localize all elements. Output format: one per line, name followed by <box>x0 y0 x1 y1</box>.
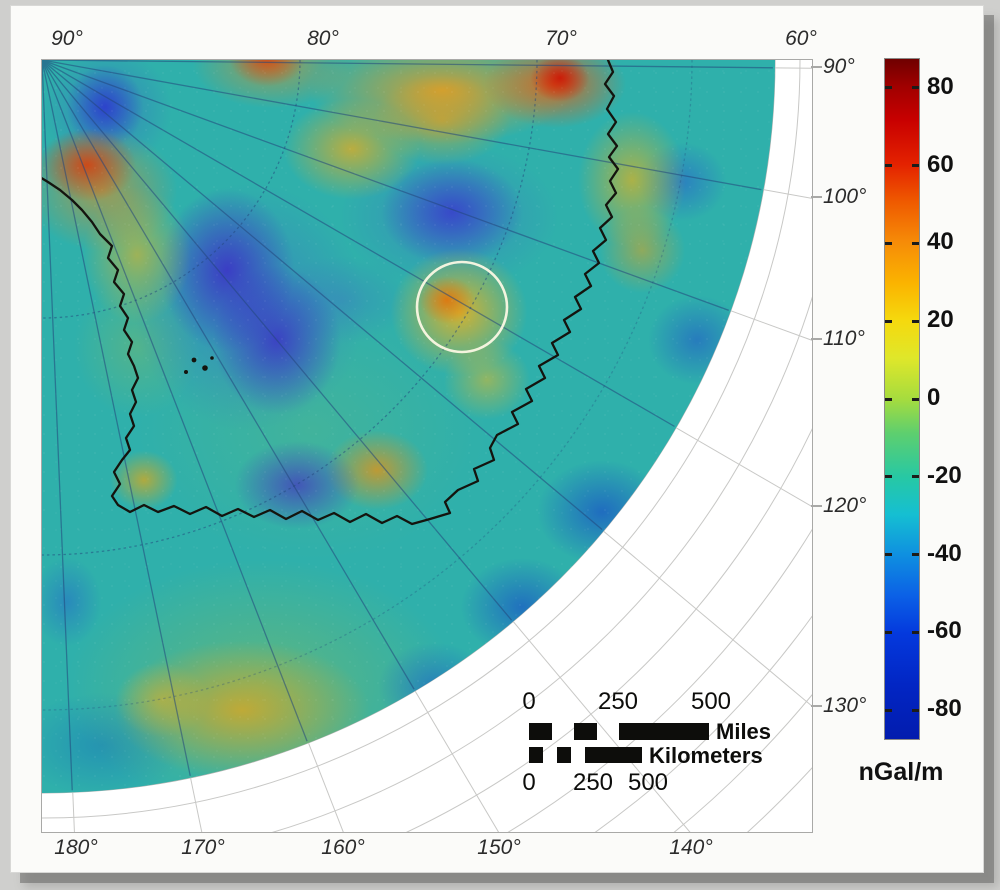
graticule-label-top: 60° <box>785 27 817 50</box>
colorbar-tick <box>885 475 892 479</box>
colorbar-tick <box>912 164 919 168</box>
colorbar-tick <box>885 708 892 712</box>
kilometers-label: Kilometers <box>649 743 763 768</box>
miles-tick-number: 250 <box>597 688 639 715</box>
graticule-tick <box>811 505 822 507</box>
graticule-tick <box>811 66 822 68</box>
graticule-label-bottom: 170° <box>181 836 225 859</box>
colorbar-tick-label: -20 <box>927 461 962 489</box>
colorbar-tick <box>885 241 892 245</box>
colorbar-tick <box>885 86 892 90</box>
colorbar-tick-label: -80 <box>927 695 962 723</box>
colorbar-tick <box>885 553 892 557</box>
km-bar-segment <box>529 747 543 763</box>
colorbar-tick <box>912 241 919 245</box>
scale-bar: 0 250 500 Miles Kilometers 0 250 500 <box>516 687 826 807</box>
graticule-label-top: 80° <box>307 27 339 50</box>
colorbar-tick-label: 0 <box>927 384 941 411</box>
graticule-tick <box>811 705 822 707</box>
map-canvas <box>41 59 813 833</box>
graticule-label-right: 100° <box>823 185 867 208</box>
colorbar-tick-label: -60 <box>927 617 962 645</box>
graticule-overlay <box>42 60 773 791</box>
colorbar-tick <box>885 319 892 323</box>
colorbar-tick-label: 20 <box>927 306 954 334</box>
miles-bar-segment <box>529 723 552 740</box>
colorbar-tick <box>912 708 919 712</box>
colorbar-tick <box>912 86 919 90</box>
photo-card: 90° 80° 70° 60° 180° 170° 160° 150° 140° 90° 100° 1… <box>10 5 984 873</box>
coastline <box>42 60 620 526</box>
km-tick-number: 500 <box>627 769 669 796</box>
miles-label: Miles <box>716 719 772 744</box>
graticule-label-right: 130° <box>823 694 867 717</box>
graticule-label-right: 110° <box>823 327 865 350</box>
island-dots <box>184 356 214 374</box>
anomaly-circle <box>415 260 509 354</box>
colorbar-unit-label: nGal/m <box>858 758 944 786</box>
colorbar-tick <box>912 319 919 323</box>
miles-bar-segment <box>619 723 709 740</box>
miles-bar-segment <box>574 723 597 740</box>
graticule-label-right: 120° <box>823 494 867 517</box>
colorbar-tick <box>912 553 919 557</box>
graticule-label-bottom: 160° <box>321 836 365 859</box>
graticule-tick <box>811 196 822 198</box>
graticule-label-bottom: 180° <box>54 836 98 859</box>
colorbar-tick <box>912 630 919 634</box>
parallel-arcs <box>42 60 693 711</box>
graticule-label-bottom: 150° <box>477 836 521 859</box>
colorbar-tick <box>885 397 892 401</box>
graticule-label-bottom: 140° <box>669 836 713 859</box>
colorbar-tick-label: 80 <box>927 72 954 100</box>
colorbar <box>884 58 920 740</box>
km-tick-number: 0 <box>522 769 536 796</box>
km-tick-number: 250 <box>572 769 614 796</box>
meridian-rays <box>42 60 773 791</box>
colorbar-tick-label: 60 <box>927 150 954 178</box>
colorbar-tick <box>885 164 892 168</box>
graticule-label-top: 90° <box>51 27 83 50</box>
colorbar-tick-label: -40 <box>927 539 962 567</box>
graticule-label-right: 90° <box>823 55 855 78</box>
colorbar-tick-label: 40 <box>927 228 954 256</box>
miles-tick-number: 500 <box>690 688 732 715</box>
colorbar-tick <box>912 475 919 479</box>
colorbar-tick <box>912 397 919 401</box>
miles-tick-number: 0 <box>522 688 536 715</box>
colorbar-tick <box>885 630 892 634</box>
km-bar-segment <box>557 747 571 763</box>
graticule-tick <box>811 338 822 340</box>
km-bar-segment <box>585 747 642 763</box>
graticule-label-top: 70° <box>545 27 577 50</box>
